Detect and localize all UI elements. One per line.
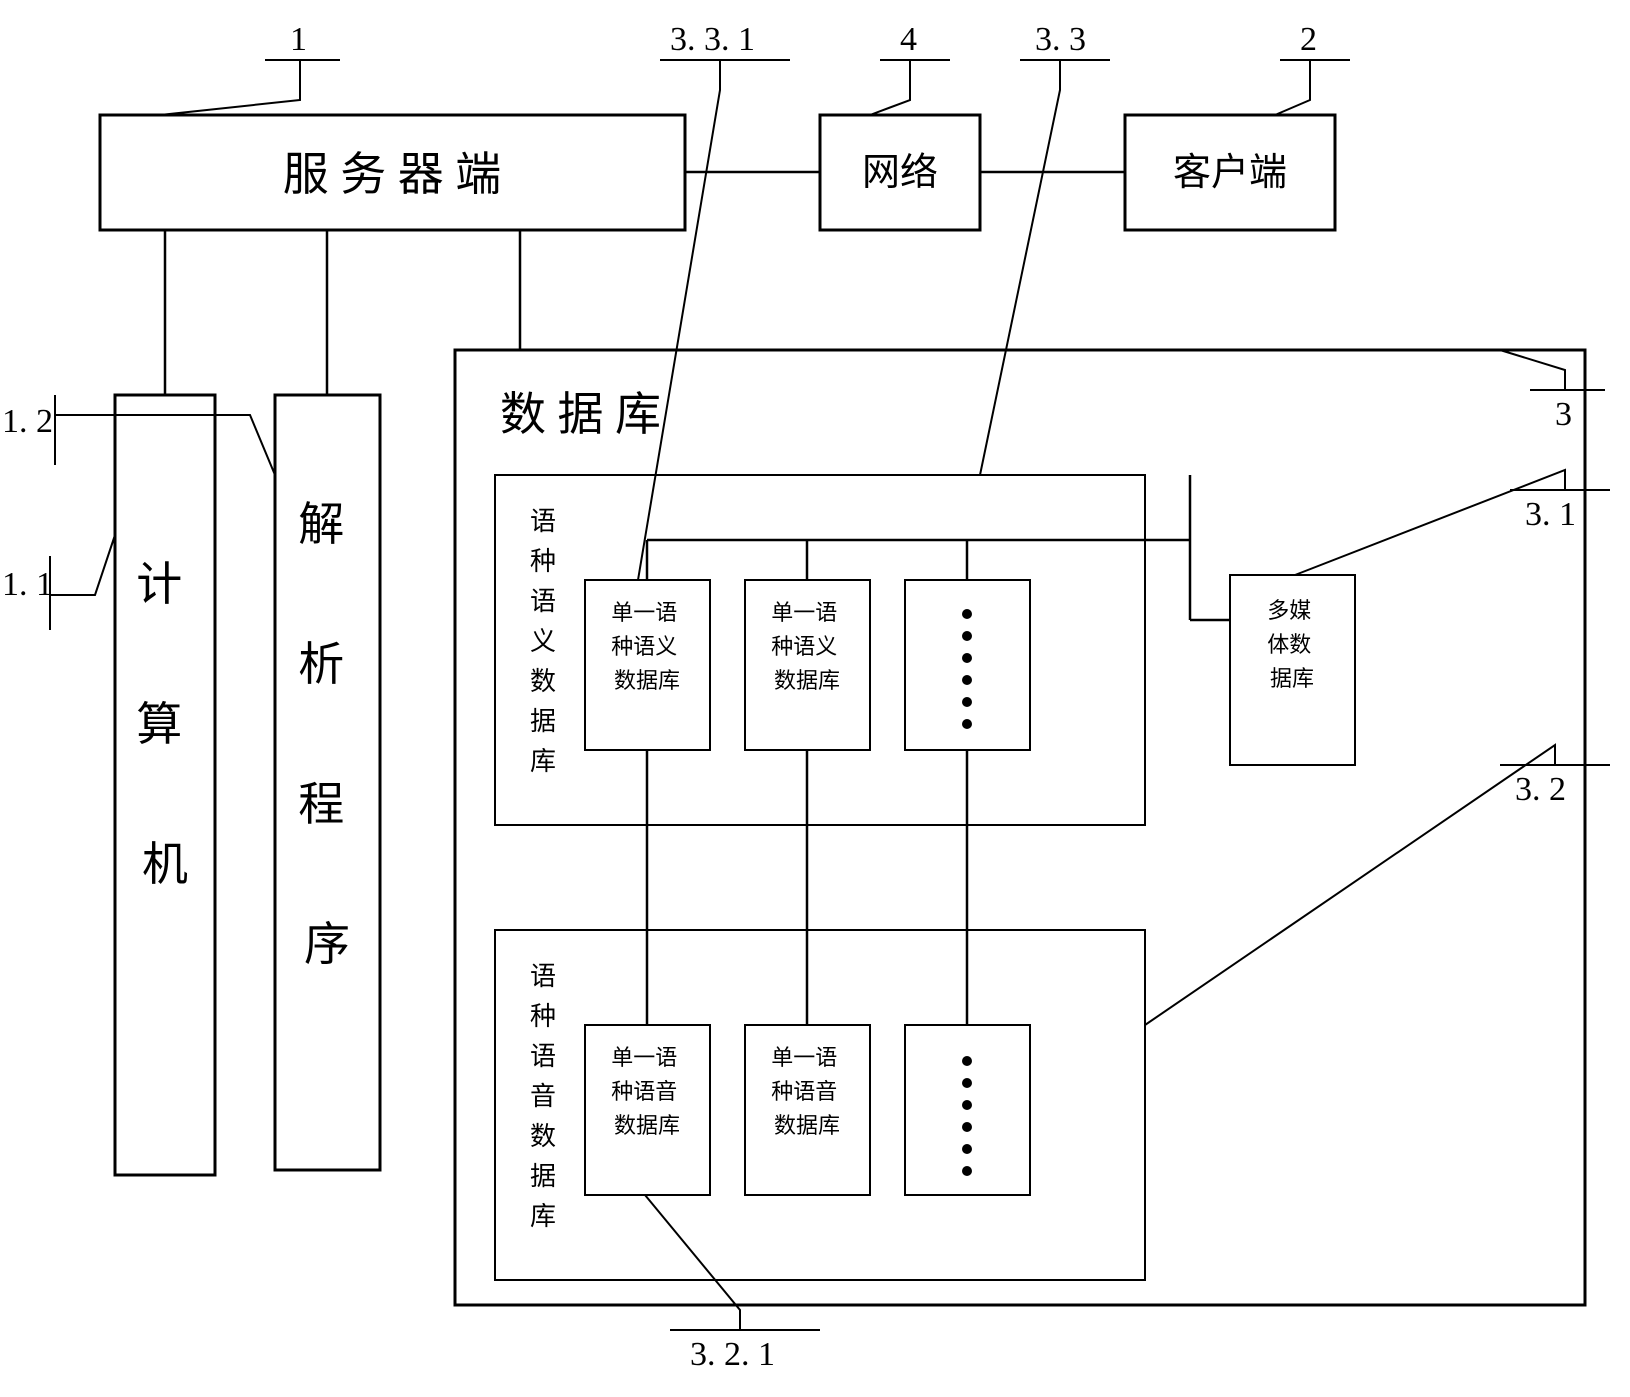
phon-group-label: 语 种 语 音 数 据 库: [530, 962, 563, 1231]
phon-item-1: 单一语 种语音 数据库: [585, 1025, 710, 1195]
sem-item-1-label: 单一语 种语义 数据库: [611, 600, 683, 693]
lead-3: [1500, 350, 1565, 390]
parser-label: 解 析 程 序: [298, 499, 356, 970]
num-321: 3. 2. 1: [690, 1336, 775, 1373]
sem-item-1: 单一语 种语义 数据库: [585, 580, 710, 750]
diagram-canvas: 服 务 器 端 网络 客户端 计 算 机 解 析 程 序 数 据 库: [0, 0, 1630, 1397]
parser-box: 解 析 程 序: [275, 395, 380, 1170]
phon-group-box: 语 种 语 音 数 据 库: [495, 930, 1145, 1280]
multimedia-label: 多媒 体数 据库: [1267, 598, 1317, 691]
lead-1: [160, 60, 300, 115]
sem-item-2: 单一语 种语义 数据库: [745, 580, 870, 750]
phon-item-1-label: 单一语 种语音 数据库: [611, 1045, 683, 1138]
lead-321: [645, 1195, 740, 1330]
phon-item-2: 单一语 种语音 数据库: [745, 1025, 870, 1195]
sem-item-2-label: 单一语 种语义 数据库: [771, 600, 843, 693]
client-label: 客户端: [1173, 152, 1287, 194]
phon-item-2-label: 单一语 种语音 数据库: [771, 1045, 843, 1138]
computer-box: 计 算 机: [115, 395, 215, 1175]
num-4: 4: [900, 21, 917, 58]
num-12: 1. 2: [2, 403, 53, 440]
num-331: 3. 3. 1: [670, 21, 755, 58]
database-box: 数 据 库: [455, 350, 1585, 1305]
server-label: 服 务 器 端: [283, 149, 502, 200]
phon-item-dots: [905, 1025, 1030, 1195]
num-32: 3. 2: [1515, 771, 1566, 808]
lead-33: [980, 60, 1060, 475]
num-11: 1. 1: [2, 566, 53, 603]
num-31: 3. 1: [1525, 496, 1576, 533]
num-3: 3: [1555, 396, 1572, 433]
computer-label: 计 算 机: [136, 559, 194, 890]
num-33: 3. 3: [1035, 21, 1086, 58]
network-label: 网络: [862, 152, 938, 194]
network-box: 网络: [820, 115, 980, 230]
client-box: 客户端: [1125, 115, 1335, 230]
lead-32: [1145, 745, 1555, 1025]
multimedia-box: 多媒 体数 据库: [1230, 575, 1355, 765]
lead-11: [50, 535, 115, 595]
lead-12: [55, 415, 275, 475]
server-box: 服 务 器 端: [100, 115, 685, 230]
lead-2: [1275, 60, 1310, 115]
num-2: 2: [1300, 21, 1317, 58]
database-label: 数 据 库: [500, 389, 661, 440]
lead-331: [638, 60, 720, 580]
sem-item-dots: [905, 580, 1030, 750]
num-1: 1: [290, 21, 307, 58]
sem-group-label: 语 种 语 义 数 据 库: [530, 507, 563, 776]
lead-4: [870, 60, 910, 115]
